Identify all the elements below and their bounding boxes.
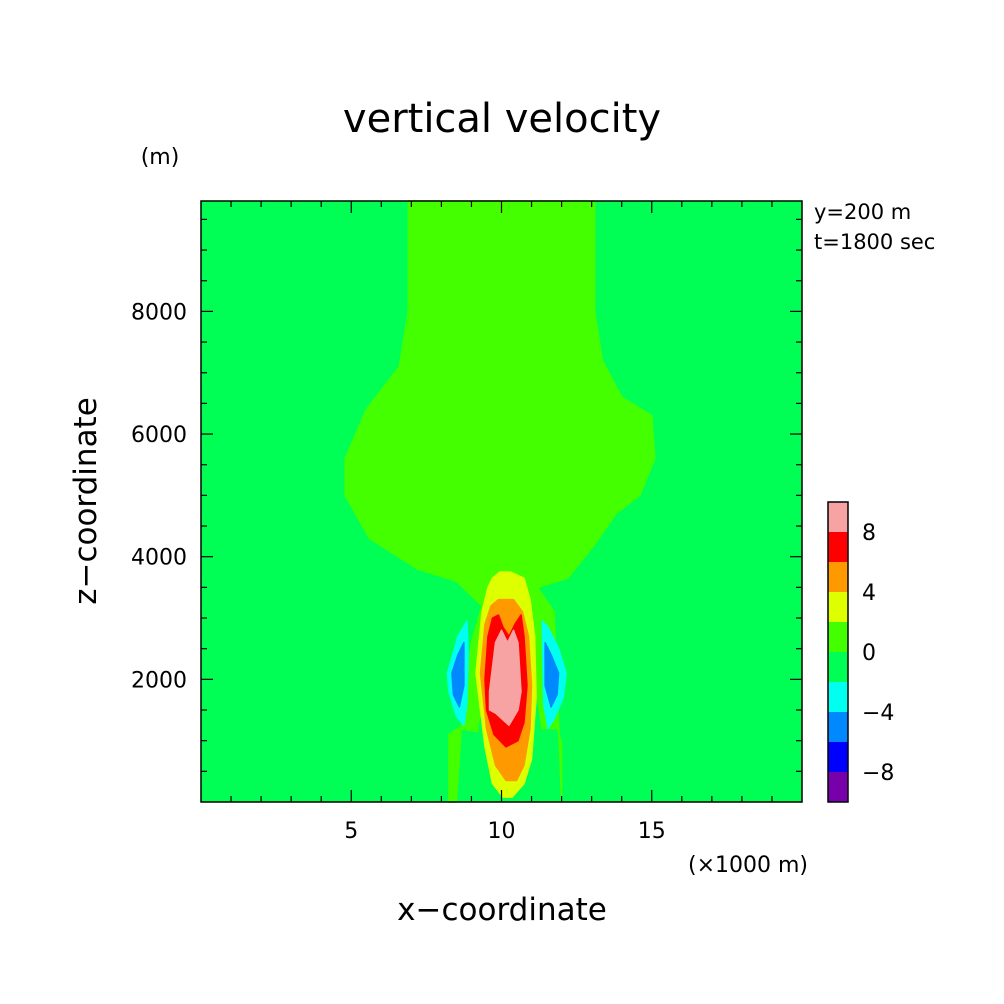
plot-area bbox=[200, 200, 803, 803]
y-tick-label: 4000 bbox=[131, 546, 187, 571]
x-tick-label: 15 bbox=[638, 819, 666, 844]
y-axis-label: z−coordinate bbox=[68, 397, 104, 605]
colorbar-tick-label: 0 bbox=[862, 641, 876, 666]
colorbar bbox=[827, 501, 849, 803]
colorbar-swatch bbox=[828, 502, 848, 532]
contour-region-6 bbox=[451, 641, 465, 708]
x-unit-label: (×1000 m) bbox=[688, 853, 808, 878]
colorbar-tick-label: −8 bbox=[862, 761, 894, 786]
x-tick-label: 5 bbox=[344, 819, 358, 844]
colorbar-tick-label: 8 bbox=[862, 521, 876, 546]
contour-region-0 bbox=[344, 200, 656, 803]
colorbar-swatch bbox=[828, 712, 848, 742]
annotation-time: t=1800 sec bbox=[814, 230, 935, 254]
x-tick-labels: 5 10 15 bbox=[344, 819, 666, 844]
annotation-y-position: y=200 m bbox=[814, 200, 911, 224]
colorbar-swatch bbox=[828, 592, 848, 622]
colorbar-swatch bbox=[828, 562, 848, 592]
colorbar-swatch bbox=[828, 532, 848, 562]
y-tick-label: 2000 bbox=[131, 668, 187, 693]
colorbar-swatch bbox=[828, 652, 848, 682]
colorbar-tick-label: 4 bbox=[862, 581, 876, 606]
y-unit-label: (m) bbox=[141, 145, 180, 170]
colorbar-swatch bbox=[828, 622, 848, 652]
y-tick-label: 6000 bbox=[131, 423, 187, 448]
y-tick-label: 8000 bbox=[131, 300, 187, 325]
contour-region-4 bbox=[488, 629, 522, 727]
colorbar-swatch bbox=[828, 742, 848, 772]
colorbar-tick-labels: 8 4 0 −4 −8 bbox=[862, 521, 894, 786]
y-tick-labels: 2000 4000 6000 8000 bbox=[131, 300, 187, 693]
axis-ticks bbox=[201, 201, 802, 802]
chart-title: vertical velocity bbox=[343, 96, 661, 142]
colorbar-swatch bbox=[828, 772, 848, 802]
colorbar-swatch bbox=[828, 682, 848, 712]
x-tick-label: 10 bbox=[488, 819, 516, 844]
colorbar-frame bbox=[827, 501, 849, 803]
contour-region-8 bbox=[544, 641, 560, 708]
colorbar-tick-label: −4 bbox=[862, 701, 894, 726]
plot-frame bbox=[200, 200, 803, 803]
x-axis-label: x−coordinate bbox=[397, 892, 607, 928]
contour-regions bbox=[344, 200, 656, 803]
